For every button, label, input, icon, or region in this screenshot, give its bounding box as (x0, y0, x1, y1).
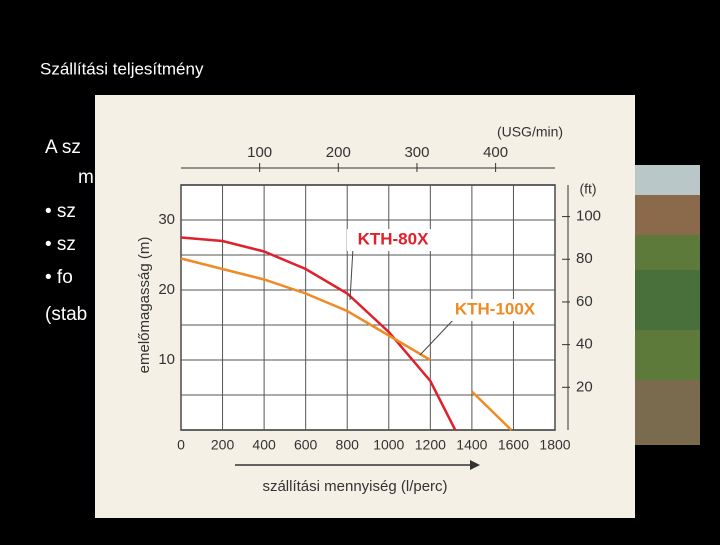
y-tick-label: 30 (158, 211, 175, 228)
x2-axis-label: (USG/min) (497, 124, 563, 140)
label-bg (449, 299, 541, 321)
body-line: • sz (45, 201, 76, 222)
y2-tick-label: 60 (576, 293, 593, 310)
y2-tick-label: 20 (576, 378, 593, 395)
label-leader (419, 317, 456, 356)
body-line: A sz (45, 137, 81, 158)
series-label: KTH-100X (455, 299, 536, 318)
x-axis-arrowhead (470, 460, 480, 470)
y2-tick-label: 100 (576, 208, 601, 225)
x-axis-label: szállítási mennyiség (l/perc) (262, 478, 447, 495)
body-line: (stab (45, 304, 87, 325)
label-leader (349, 247, 354, 301)
x-tick-label: 1200 (415, 437, 446, 453)
series-label: KTH-80X (358, 229, 430, 248)
slide-body: A sz m • sz • sz • fo (stab (45, 137, 94, 325)
y-axis-label: emelőmagasság (m) (136, 237, 153, 374)
y2-tick-label: 80 (576, 250, 593, 267)
y-tick-label: 20 (158, 281, 175, 298)
x2-tick-label: 400 (483, 144, 508, 161)
body-line: • sz (45, 234, 76, 255)
x2-tick-label: 300 (404, 144, 429, 161)
x-tick-label: 1800 (539, 437, 570, 453)
x-tick-label: 200 (211, 437, 235, 453)
x-tick-label: 400 (252, 437, 276, 453)
series-line (180, 236, 457, 431)
x2-tick-label: 200 (326, 144, 351, 161)
body-line: m (78, 167, 94, 188)
slide-title: Szállítási teljesítmény (40, 59, 204, 78)
body-line: • fo (45, 267, 73, 288)
y2-axis-label: (ft) (579, 181, 596, 197)
x-tick-label: 1600 (498, 437, 529, 453)
x-tick-label: 1000 (373, 437, 404, 453)
x-tick-label: 1400 (456, 437, 487, 453)
x-tick-label: 0 (177, 437, 185, 453)
x2-tick-label: 100 (247, 144, 272, 161)
x-tick-label: 600 (294, 437, 318, 453)
label-bg (347, 229, 439, 251)
x-tick-label: 800 (336, 437, 360, 453)
y2-tick-label: 40 (576, 336, 593, 353)
y-tick-label: 10 (158, 351, 175, 368)
series-line (180, 257, 513, 431)
